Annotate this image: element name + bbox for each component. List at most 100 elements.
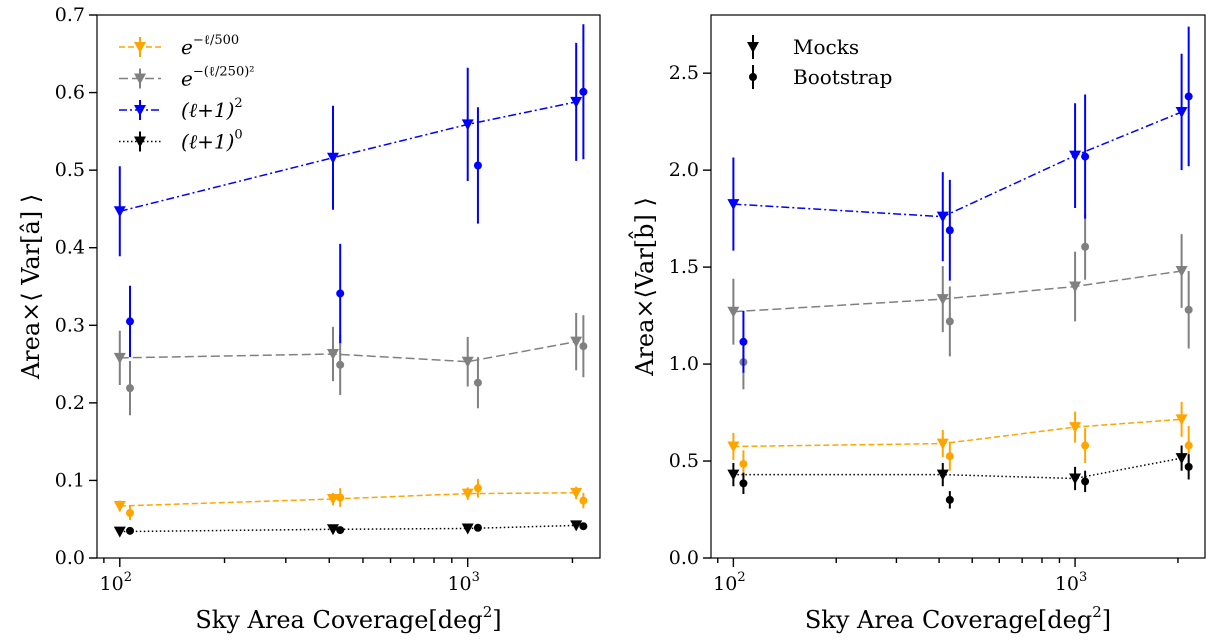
y-tick-label: 2.0 [669,159,699,181]
mock-marker [326,152,339,164]
series-3 [727,26,1193,373]
mock-marker [113,352,126,364]
mock-marker [326,348,339,360]
series-line [733,418,1182,448]
x-axis-title: Sky Area Coverage[deg2] [805,603,1111,634]
x-tick-label: 103 [447,570,479,595]
y-tick-label: 0.4 [55,237,85,259]
chart-2: 0.0 0.5 1.0 1.5 2.0 2.5 102 103 Sky Area Coverag… [628,14,1206,634]
legend-label: Mocks [793,35,859,59]
mock-marker [1069,281,1082,293]
mock-marker [113,526,126,538]
x-tick-label: 102 [100,570,132,595]
legend-label: (ℓ+1)2 [181,96,243,122]
series-2 [113,312,588,416]
legend-entry-2: Bootstrap [749,65,892,89]
legend-label: e−ℓ/500 [181,33,239,59]
mock-marker [570,487,583,499]
bootstrap-marker [1081,242,1090,251]
bootstrap-marker [473,484,482,493]
legend: e−ℓ/500 e−(ℓ/250)² (ℓ+1)2 (ℓ+1)0 [119,33,255,154]
bootstrap-marker [579,496,588,505]
chart-1: 0.0 0.1 0.2 0.3 0.4 0.5 0.6 0.7 102 103 Sky Area C… [17,4,601,634]
mock-marker [461,488,474,500]
mock-marker [570,520,583,532]
bootstrap-marker [739,459,748,468]
mock-marker [461,356,474,368]
series-4 [113,520,588,538]
legend-label: (ℓ+1)0 [181,128,243,154]
mock-marker [461,523,474,535]
mock-marker [1069,473,1082,485]
series-1 [727,401,1193,478]
mock-marker [727,306,740,318]
mock-marker [1069,422,1082,434]
plot-frame [96,14,601,559]
legend-marker [747,42,759,53]
bootstrap-marker [336,526,345,535]
mock-marker [1175,106,1188,118]
bootstrap-marker [1081,477,1090,486]
bootstrap-marker [336,493,345,502]
bootstrap-marker [945,495,954,504]
bootstrap-marker [945,226,954,235]
series-3 [113,24,588,358]
mock-marker [1175,453,1188,465]
bootstrap-marker [1184,305,1193,314]
series-line [733,270,1182,313]
mock-marker [1175,265,1188,277]
mock-marker [727,199,740,211]
legend-label: e−(ℓ/250)² [181,65,255,91]
y-tick-label: 0.0 [55,547,85,569]
bootstrap-marker [945,317,954,326]
legend-marker [134,105,146,116]
bootstrap-marker [1184,441,1193,450]
bootstrap-marker [336,360,345,369]
bootstrap-marker [739,479,748,488]
y-tick-label: 0.2 [55,392,85,414]
bootstrap-marker [739,337,748,346]
mock-marker [936,294,949,306]
legend-entry-2: e−(ℓ/250)² [119,65,255,91]
y-tick-label: 0.5 [669,450,699,472]
bootstrap-marker [473,378,482,387]
bootstrap-marker [126,509,135,518]
y-tick-label: 0.3 [55,314,85,336]
bootstrap-marker [1184,462,1193,471]
x-tick-label: 102 [713,570,745,595]
bootstrap-marker [579,342,588,351]
bootstrap-marker [126,317,135,326]
mock-marker [326,524,339,536]
legend-entry-1: e−ℓ/500 [119,33,239,59]
y-tick-label: 0.6 [55,82,85,104]
legend-entry-4: (ℓ+1)0 [119,128,243,154]
y-axis-title: Area×⟨Var[b̂] ⟩ [628,197,659,377]
plot-frame [710,14,1206,559]
series-2 [727,213,1193,390]
series-line [119,340,577,363]
y-tick-label: 0.7 [55,4,85,26]
mock-marker [1175,414,1188,426]
mock-marker [113,206,126,218]
mock-marker [326,494,339,506]
mock-marker [1069,150,1082,162]
bootstrap-marker [126,526,135,535]
mock-marker [936,211,949,223]
series-1 [113,478,588,520]
bootstrap-marker [945,452,954,461]
y-tick-label: 0.1 [55,469,85,491]
bootstrap-marker [473,161,482,170]
mock-marker [727,441,740,453]
mock-marker [936,438,949,450]
bootstrap-marker [126,384,135,393]
mock-marker [461,119,474,131]
y-tick-label: 1.0 [669,353,699,375]
bootstrap-marker [1184,92,1193,101]
y-tick-label: 0.5 [55,159,85,181]
series-line [733,111,1182,218]
series-line [119,492,577,507]
series-line [733,457,1182,480]
legend-entry-3: (ℓ+1)2 [119,96,243,122]
series-4 [727,445,1193,509]
mock-marker [727,469,740,481]
